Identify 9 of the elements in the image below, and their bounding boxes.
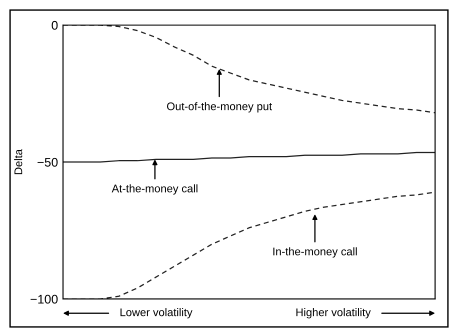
annotation: In-the-money call	[273, 247, 357, 258]
y-tick-label: 0	[52, 20, 58, 30]
text: Lower volatility	[120, 308, 192, 318]
y-tick-label: −50	[38, 158, 58, 167]
annotation: Out-of-the-money put	[167, 102, 272, 112]
annotation: At-the-money call	[112, 184, 198, 195]
y-axis-title: Delta	[14, 149, 22, 174]
text: Higher volatility	[296, 308, 371, 318]
y-tick-label: −100	[30, 294, 58, 304]
